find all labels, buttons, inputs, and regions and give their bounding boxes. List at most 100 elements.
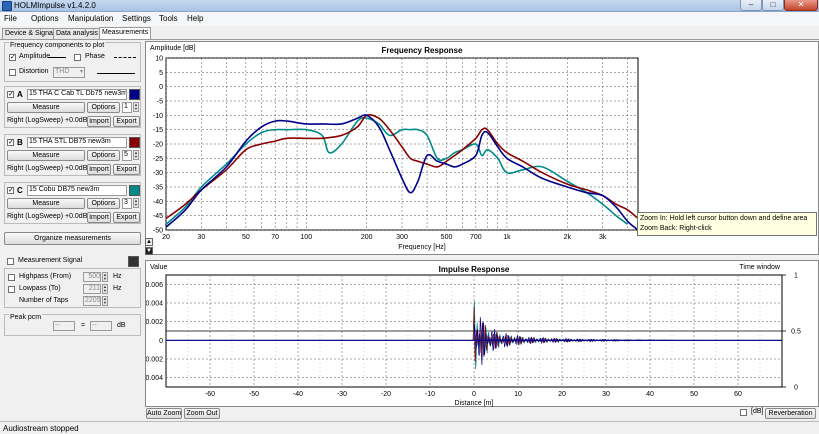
phase-line-style [114,57,136,58]
amplitude-checkbox[interactable]: ✓ [9,54,16,61]
impulse-x-tick-label: 60 [734,391,742,398]
impulse-x-tick-label: 40 [646,391,654,398]
freq-components-group: Frequency components to plot ✓ Amplitude… [4,42,141,82]
impulse-x-tick-label: -40 [293,391,303,398]
impulse-y-tick-label: 0.004 [146,301,163,308]
freq-x-axis-label: Frequency [Hz] [398,244,446,251]
zoom-tooltip: Zoom In: Hold left cursor button down an… [637,212,817,236]
freq-y-tick-label: -10 [153,113,163,120]
lowpass-spinner[interactable]: ▲ ▼ [102,284,108,294]
maximize-button[interactable]: □ [762,0,784,11]
taps-input[interactable]: 2205 [83,296,101,306]
measurement-a-checkbox[interactable]: ✓ [7,91,14,98]
measurement-c-checkbox[interactable]: ✓ [7,187,14,194]
peak-right-input[interactable]: -- [90,321,112,331]
measurement-c-count-spinner[interactable]: ▲ ▼ [133,198,139,208]
taps-spinner[interactable]: ▲ ▼ [102,296,108,306]
minimize-button[interactable]: – [740,0,762,11]
freq-x-tick-label: 1k [503,234,511,241]
freq-y-tick-label: -25 [153,156,163,163]
measurement-c-letter: C [17,186,23,195]
phase-checkbox[interactable] [74,54,81,61]
freq-series-c-line [166,116,629,225]
expand-down-icon[interactable]: ▼ [145,247,153,255]
app-icon [2,1,12,11]
measurement-signal-color-swatch[interactable] [128,256,139,267]
peak-group: Peak pcm -- = -- dB [4,314,141,336]
impulse-x-tick-label: -60 [205,391,215,398]
impulse-x-tick-label: 20 [558,391,566,398]
freq-components-title: Frequency components to plot [9,42,106,49]
menu-manipulation[interactable]: Manipulation [68,14,114,23]
highpass-checkbox[interactable] [8,274,15,281]
highpass-input[interactable]: 500 [83,272,101,282]
measurement-a-options-button[interactable]: Options [87,102,120,113]
measurement-signal-checkbox[interactable] [7,258,14,265]
frequency-response-svg[interactable]: Amplitude [dB] Frequency Response1050-5-1… [146,42,819,256]
title-bar: HOLMImpulse v1.4.2.0 – □ ✕ [0,0,819,12]
impulse-response-svg[interactable]: Value Impulse Response Time window -60 -50 -4… [146,261,819,408]
measurement-b-measure-button[interactable]: Measure [7,150,85,161]
menu-settings[interactable]: Settings [122,14,151,23]
freq-x-tick-label: 2k [564,234,572,241]
highpass-spinner[interactable]: ▲ ▼ [102,272,108,282]
freq-y-tick-label: -30 [153,170,163,177]
impulse-response-plot[interactable]: Value Impulse Response Time window -60 -50 -4… [145,260,819,407]
measurement-c-export-button[interactable]: Export [113,212,140,223]
menu-help[interactable]: Help [187,14,204,23]
menu-bar: File Options Manipulation Settings Tools… [0,12,819,26]
distortion-select[interactable]: THD ▾ [53,67,85,78]
measurement-a-count-spinner[interactable]: ▲ ▼ [133,102,139,112]
measurement-c-name-select[interactable]: 15 Cobu DB75 new3m [27,185,127,196]
measurement-c-color-swatch[interactable] [129,185,140,196]
menu-file[interactable]: File [4,14,17,23]
measurement-b-color-swatch[interactable] [129,137,140,148]
menu-tools[interactable]: Tools [159,14,178,23]
auto-zoom-button[interactable]: Auto Zoom [146,408,182,419]
expand-up-icon[interactable]: ▲ [145,238,153,246]
measurement-b-import-button[interactable]: Import [87,164,111,175]
distortion-checkbox[interactable] [9,69,16,76]
measurement-b-group: ✓ B 15 THA STL DB75 new3m Measure Option… [4,134,141,176]
measurement-a-count[interactable]: 1 [122,102,132,113]
freq-x-tick-label: 300 [396,234,408,241]
tab-measurements[interactable]: Measurements [99,27,152,40]
close-button[interactable]: ✕ [784,0,818,11]
measurement-b-count[interactable]: 5 [122,150,132,161]
zoom-out-button[interactable]: Zoom Out [184,408,220,419]
measurement-b-name-select[interactable]: 15 THA STL DB75 new3m [27,137,127,148]
distortion-select-value: THD [55,68,70,75]
freq-x-tick-label: 20 [162,234,170,241]
measurement-c-count[interactable]: 3 [122,198,132,209]
measurement-a-name-select[interactable]: 15 THA C Cab TL Db75 new3m [27,89,127,100]
measurement-c-import-button[interactable]: Import [87,212,111,223]
menu-options[interactable]: Options [31,14,59,23]
impulse-y-tick-label: -0.002 [146,357,163,364]
db-checkbox[interactable] [740,409,747,416]
measurement-b-options-button[interactable]: Options [87,150,120,161]
tab-data-analysis[interactable]: Data analysis [53,28,102,39]
reverberation-button[interactable]: Reverberation [765,408,816,419]
measurement-a-measure-button[interactable]: Measure [7,102,85,113]
lowpass-label: Lowpass (To) [19,285,61,292]
measurement-b-count-spinner[interactable]: ▲ ▼ [133,150,139,160]
lowpass-input[interactable]: 211 [83,284,101,294]
organize-measurements-button[interactable]: Organize measurements [4,232,141,245]
measurement-c-options-button[interactable]: Options [87,198,120,209]
measurement-a-color-swatch[interactable] [129,89,140,100]
measurement-a-import-button[interactable]: Import [87,116,111,127]
freq-series-a-line [166,114,638,230]
lowpass-checkbox[interactable] [8,286,15,293]
measurement-b-export-button[interactable]: Export [113,164,140,175]
distortion-label: Distortion [19,68,49,75]
frequency-response-plot[interactable]: Amplitude [dB] Frequency Response 10 5 0 -5 -1… [145,41,819,255]
measurement-c-measure-button[interactable]: Measure [7,198,85,209]
measurement-c-info: Right (LogSweep) +0.0dB [7,213,88,220]
tab-device-signal[interactable]: Device & Signal [2,28,58,39]
filter-group: Highpass (From) 500 ▲ ▼ Hz Lowpass (To) 2… [4,268,141,308]
measurement-b-checkbox[interactable]: ✓ [7,139,14,146]
impulse-y2-axis-label: Time window [739,264,781,271]
measurement-a-export-button[interactable]: Export [113,116,140,127]
peak-label: Peak pcm [9,314,43,321]
peak-left-input[interactable]: -- [53,321,75,331]
